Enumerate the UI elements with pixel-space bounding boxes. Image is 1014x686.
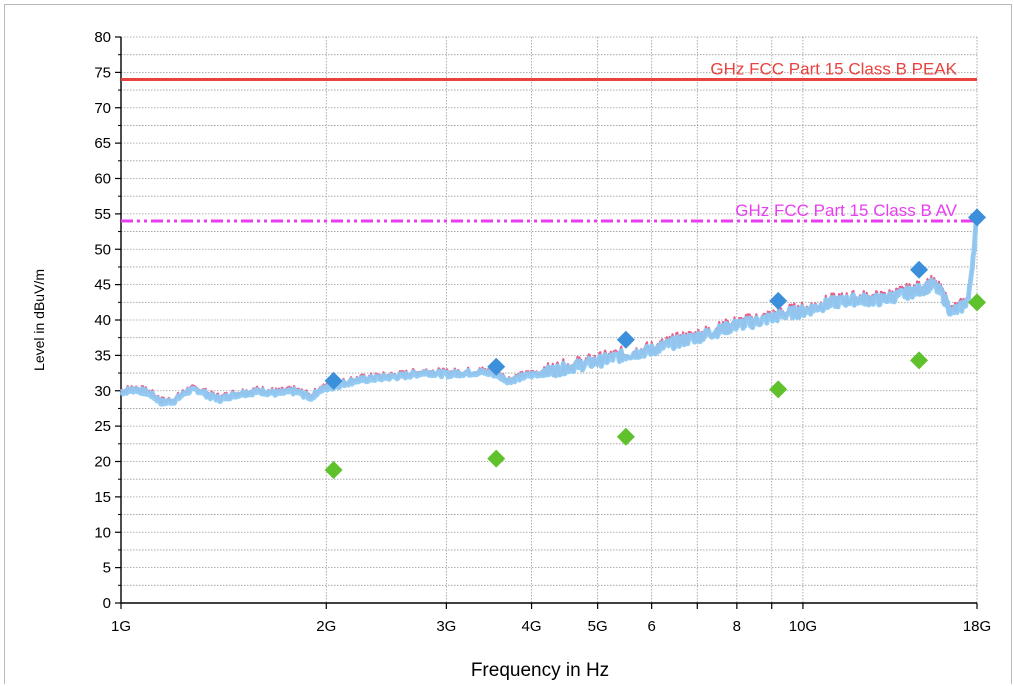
y-tick-label: 75 <box>94 64 111 81</box>
y-tick-label: 5 <box>103 560 111 577</box>
x-tick-label: 3G <box>436 618 456 635</box>
x-axis-title: Frequency in Hz <box>471 660 609 681</box>
x-tick-label: 4G <box>522 618 542 635</box>
axes: 0 5 10 15 20 25 30 35 40 45 50 55 60 65 70 75 80 1G 2G 3G 4G… <box>94 29 991 635</box>
x-tick-label: 10G <box>789 618 817 635</box>
marker-point <box>324 371 343 390</box>
y-tick-label: 60 <box>94 171 111 188</box>
marker-point <box>616 427 635 446</box>
y-tick-label: 55 <box>94 206 111 223</box>
y-tick-label: 15 <box>94 489 111 506</box>
marker-point <box>487 357 506 376</box>
y-tick-label: 45 <box>94 277 111 294</box>
chart-frame <box>4 4 1012 684</box>
limit-lines: GHz FCC Part 15 Class B PEAK GHz FCC Part… <box>121 59 977 223</box>
marker-point <box>616 330 635 349</box>
x-tick-label: 1G <box>111 618 131 635</box>
marker-point <box>487 449 506 468</box>
y-axis-title: Level in dBuV/m <box>31 269 47 371</box>
x-tick-label: 6 <box>647 618 655 635</box>
limit-line-label: GHz FCC Part 15 Class B AV <box>735 201 957 220</box>
y-tick-label: 30 <box>94 383 111 400</box>
marker-point <box>769 291 788 310</box>
y-tick-label: 0 <box>103 595 111 612</box>
marker-point <box>769 380 788 399</box>
limit-line-label: GHz FCC Part 15 Class B PEAK <box>710 59 957 78</box>
y-tick-label: 50 <box>94 241 111 258</box>
marker-point <box>968 208 986 227</box>
marker-point <box>324 460 343 479</box>
measurement-trace <box>119 209 980 407</box>
y-tick-label: 40 <box>94 312 111 329</box>
x-tick-label: 18G <box>963 618 991 635</box>
y-tick-label: 20 <box>94 454 111 471</box>
y-tick-label: 25 <box>94 418 111 435</box>
x-tick-label: 5G <box>588 618 608 635</box>
y-tick-label: 70 <box>94 100 111 117</box>
y-tick-label: 80 <box>94 29 111 46</box>
grid <box>121 36 978 603</box>
y-tick-label: 35 <box>94 347 111 364</box>
marker-point <box>910 260 929 279</box>
y-tick-label: 10 <box>94 524 111 541</box>
x-tick-label: 8 <box>733 618 741 635</box>
marker-point <box>968 293 986 312</box>
x-tick-label: 2G <box>316 618 336 635</box>
y-tick-label: 65 <box>94 135 111 152</box>
marker-point <box>910 351 929 370</box>
markers <box>324 208 986 479</box>
peak-trace <box>119 212 980 407</box>
